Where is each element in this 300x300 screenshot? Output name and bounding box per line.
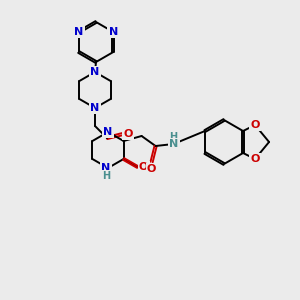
- Text: N: N: [74, 27, 83, 37]
- Text: N: N: [90, 103, 100, 113]
- Text: N: N: [169, 139, 178, 149]
- Text: O: O: [147, 164, 156, 174]
- Text: H: H: [102, 171, 110, 181]
- Text: H: H: [169, 132, 178, 142]
- Text: O: O: [139, 162, 148, 172]
- Text: N: N: [109, 27, 118, 37]
- Text: N: N: [90, 67, 100, 77]
- Text: O: O: [123, 129, 133, 139]
- Text: O: O: [250, 120, 260, 130]
- Text: O: O: [250, 154, 260, 164]
- Text: N: N: [103, 127, 112, 137]
- Text: N: N: [101, 163, 111, 173]
